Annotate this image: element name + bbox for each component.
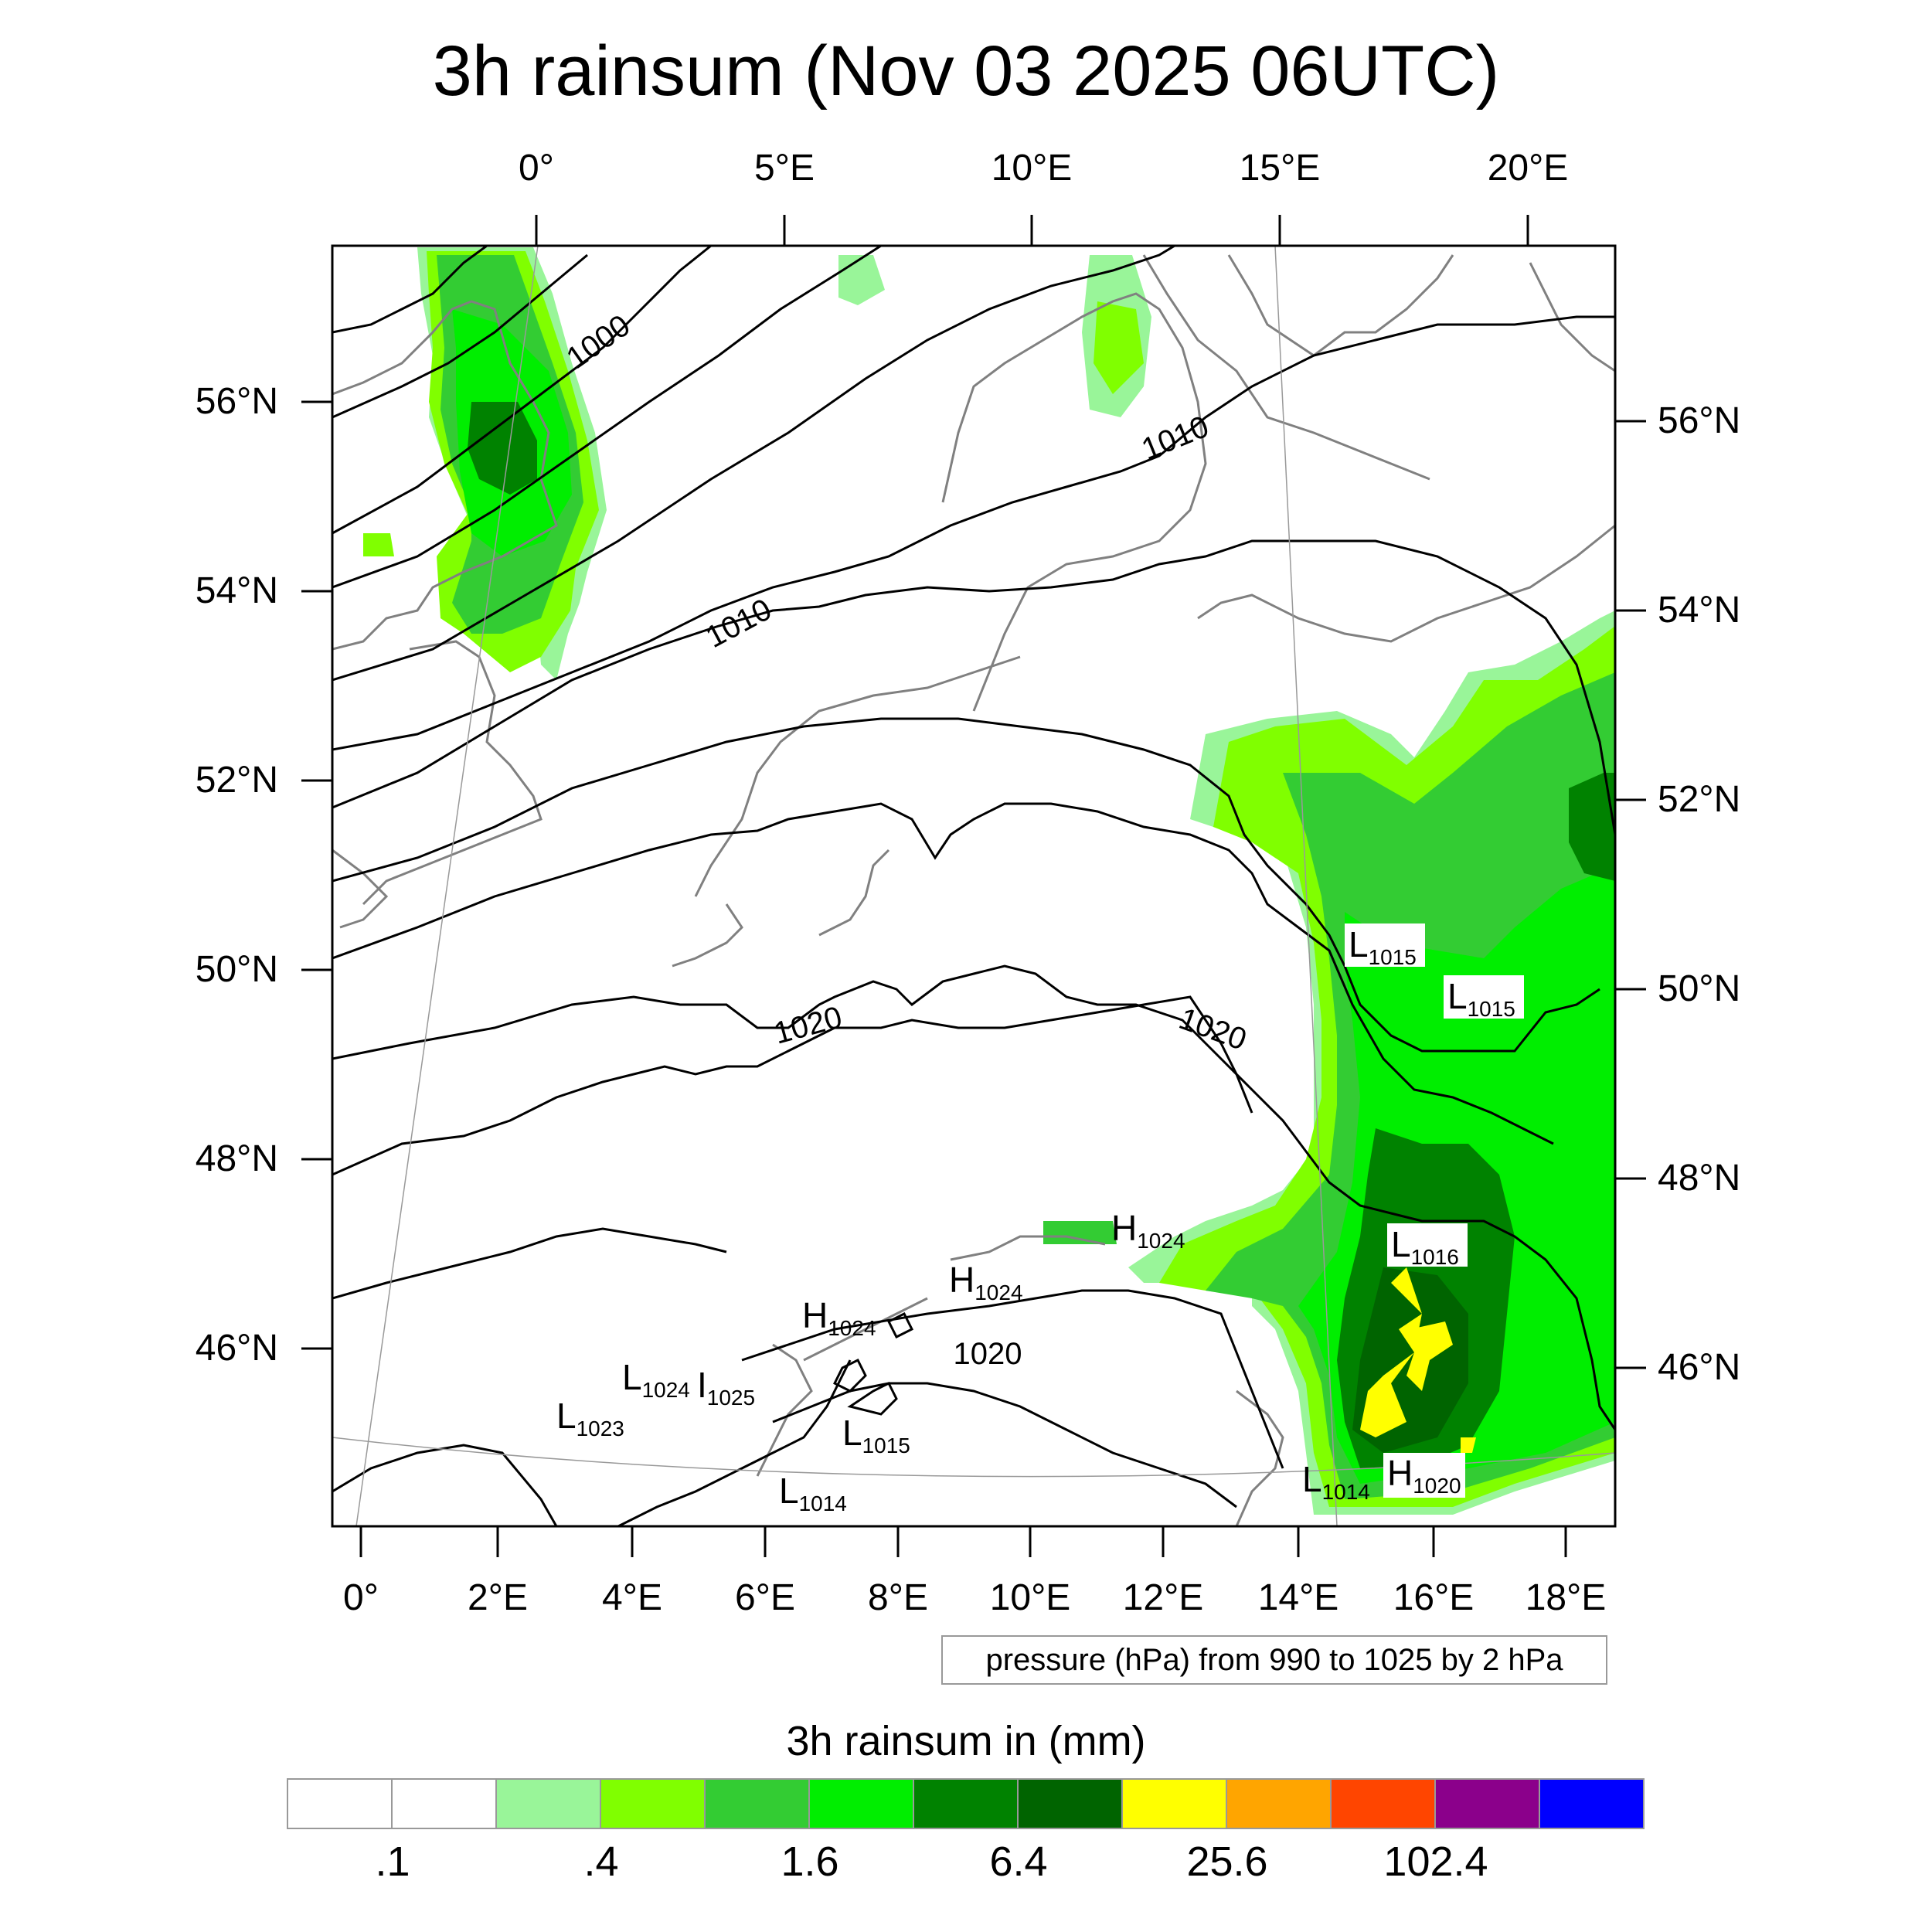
left-lat-label: 48°N (195, 1138, 278, 1179)
pressure-center-low: L1015 (1345, 923, 1425, 969)
pressure-center-low: L1014 (779, 1471, 847, 1515)
left-lat-label: 52°N (195, 760, 278, 801)
isobars (332, 246, 1615, 1526)
svg-text:L1014: L1014 (779, 1471, 847, 1515)
right-lat-label: 54°N (1658, 590, 1741, 631)
colorbar-tick-label: 6.4 (989, 1838, 1048, 1885)
top-lon-label: 0° (519, 148, 554, 189)
pressure-center-high: H1024 (949, 1260, 1023, 1304)
pressure-center-high: H1024 (802, 1295, 876, 1340)
pressure-center-i: I1025 (697, 1365, 755, 1410)
bottom-lon-label: 16°E (1393, 1577, 1475, 1618)
bottom-lon-label: 4°E (602, 1577, 662, 1618)
bottom-lon-label: 8°E (868, 1577, 928, 1618)
colorbar-title: 3h rainsum in (mm) (786, 1718, 1146, 1764)
svg-text:H1024: H1024 (949, 1260, 1023, 1304)
colorbar-tick-label: 102.4 (1383, 1838, 1488, 1885)
bottom-lon-label: 12°E (1122, 1577, 1204, 1618)
precip-central-europe (1043, 611, 1615, 1515)
svg-text:L1015: L1015 (842, 1413, 910, 1458)
colorbar-swatch (391, 1778, 497, 1829)
bottom-lon-label: 2°E (468, 1577, 528, 1618)
map-title: 3h rainsum (Nov 03 2025 06UTC) (432, 32, 1500, 111)
colorbar-swatch (1017, 1778, 1123, 1829)
colorbar-tick-label: .1 (375, 1838, 410, 1885)
svg-text:H1020: H1020 (1387, 1453, 1461, 1498)
top-lon-label: 5°E (754, 148, 815, 189)
pressure-center-low: L1024 (622, 1357, 690, 1402)
colorbar-tick-label: .4 (583, 1838, 619, 1885)
colorbar-swatch (1121, 1778, 1227, 1829)
bottom-lon-label: 18°E (1525, 1577, 1607, 1618)
bottom-lon-label: 10°E (989, 1577, 1071, 1618)
colorbar-swatch (808, 1778, 914, 1829)
bottom-ticks (359, 1526, 1567, 1557)
colorbar-tick-label: 25.6 (1186, 1838, 1268, 1885)
colorbar-swatch (1226, 1778, 1332, 1829)
right-lat-label: 50°N (1658, 968, 1741, 1009)
colorbar-swatch (1330, 1778, 1436, 1829)
colorbar-swatch (913, 1778, 1019, 1829)
bottom-lon-label: 14°E (1257, 1577, 1339, 1618)
isobar-label: 1020 (954, 1337, 1022, 1371)
pressure-center-high: H1024 (1111, 1208, 1185, 1253)
colorbar-swatch (495, 1778, 601, 1829)
left-lat-label: 54°N (195, 570, 278, 611)
svg-text:H1024: H1024 (802, 1295, 876, 1340)
pressure-center-high: H1020 (1383, 1453, 1465, 1498)
pressure-center-low: L1023 (556, 1396, 624, 1440)
colorbar-swatch (287, 1778, 393, 1829)
left-lat-label: 50°N (195, 949, 278, 990)
right-lat-label: 52°N (1658, 779, 1741, 820)
contour-info-box: pressure (hPa) from 990 to 1025 by 2 hPa (941, 1635, 1607, 1685)
colorbar-swatch (704, 1778, 810, 1829)
top-lon-label: 10°E (991, 148, 1073, 189)
svg-text:H1024: H1024 (1111, 1208, 1185, 1253)
colorbar (287, 1778, 1645, 1829)
svg-text:L1024: L1024 (622, 1357, 690, 1402)
svg-text:I1025: I1025 (697, 1365, 755, 1410)
top-lon-label: 15°E (1239, 148, 1321, 189)
svg-text:L1015: L1015 (1447, 976, 1515, 1021)
left-lat-label: 46°N (195, 1328, 278, 1369)
top-lon-label: 20°E (1487, 148, 1569, 189)
svg-text:L1023: L1023 (556, 1396, 624, 1440)
svg-text:L1014: L1014 (1302, 1459, 1370, 1504)
pressure-center-low: L1014 (1302, 1459, 1370, 1504)
bottom-lon-label: 6°E (735, 1577, 795, 1618)
pressure-center-low: L1015 (1444, 975, 1524, 1021)
pressure-center-low: L1015 (842, 1413, 910, 1458)
svg-text:L1016: L1016 (1391, 1224, 1459, 1269)
colorbar-swatch (1539, 1778, 1645, 1829)
pressure-centers: L1015 L1015 L1016 H1024 H1024 H1024 L102… (556, 923, 1524, 1515)
svg-text:L1015: L1015 (1349, 924, 1417, 969)
precip-scandinavia (838, 255, 1151, 417)
colorbar-swatch (600, 1778, 706, 1829)
bottom-lon-label: 0° (343, 1577, 379, 1618)
colorbar-tick-label: 1.6 (781, 1838, 839, 1885)
right-lat-label: 48°N (1658, 1158, 1741, 1199)
right-ticks (1615, 420, 1646, 1369)
colorbar-swatch (1434, 1778, 1540, 1829)
right-lat-label: 46°N (1658, 1347, 1741, 1388)
left-lat-label: 56°N (195, 381, 278, 422)
top-ticks (535, 215, 1529, 246)
left-ticks (301, 400, 332, 1350)
pressure-center-low: L1016 (1387, 1223, 1468, 1269)
map-frame (331, 244, 1617, 1528)
right-lat-label: 56°N (1658, 400, 1741, 441)
